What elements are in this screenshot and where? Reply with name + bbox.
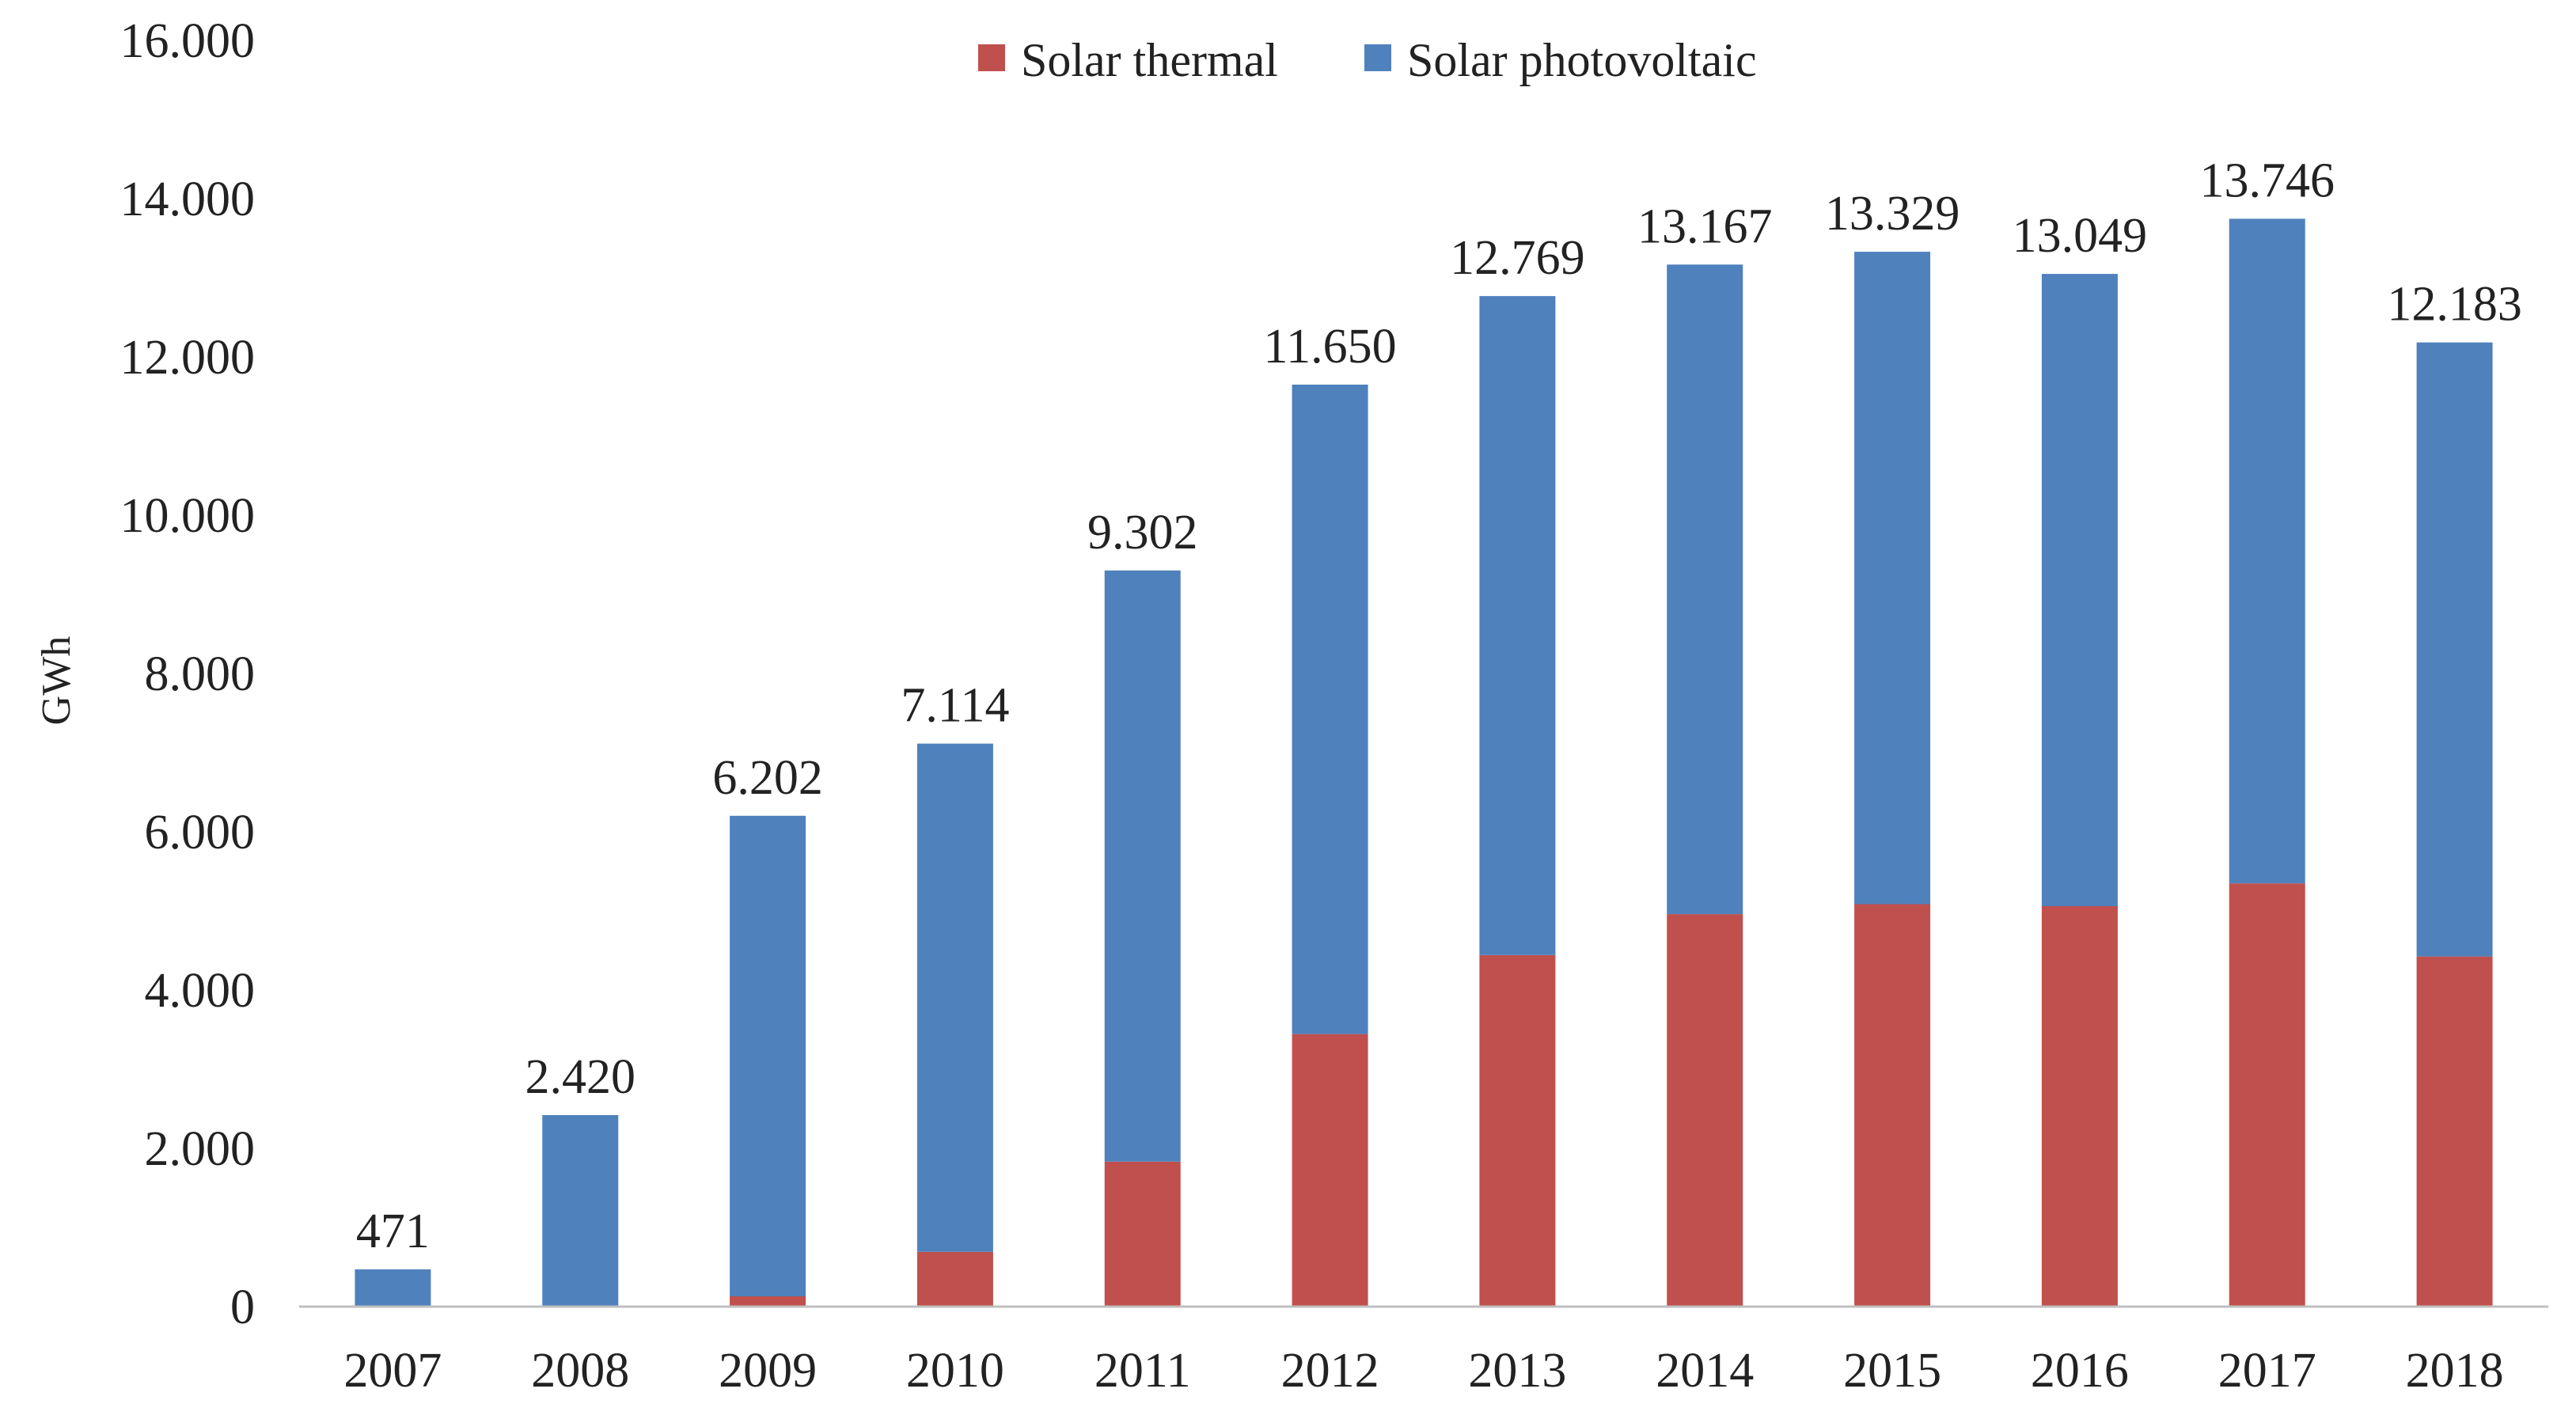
total-label-2012: 11.650 [1263,320,1396,374]
x-tick-label: 2014 [1656,1344,1754,1398]
bar-solar-thermal-2018 [2416,956,2493,1307]
total-label-2013: 12.769 [1450,231,1585,285]
y-axis-label: GWh [34,636,79,726]
x-tick-label: 2013 [1468,1344,1566,1398]
bar-solar-photovoltaic-2018 [2416,342,2493,957]
bar-solar-photovoltaic-2014 [1667,264,1743,915]
y-axis-ticks: 0 2.000 4.000 6.000 8.000 10.000 12.000 14.000 1… [120,14,256,1334]
y-tick-label: 16.000 [120,14,256,68]
data-labels: 471 2.420 6.202 7.114 9.302 11.650 12.769 13.16… [356,154,2522,1258]
bar-solar-photovoltaic-2009 [730,815,806,1296]
total-label-2007: 471 [356,1205,430,1258]
bar-solar-photovoltaic-2011 [1104,570,1181,1162]
bars [355,218,2493,1307]
x-tick-label: 2010 [906,1344,1004,1398]
y-tick-label: 0 [230,1281,255,1334]
y-tick-label: 14.000 [120,173,256,226]
y-tick-label: 6.000 [145,806,256,859]
total-label-2009: 6.202 [712,751,823,805]
x-tick-label: 2018 [2406,1344,2504,1398]
x-tick-label: 2008 [531,1344,629,1398]
x-tick-label: 2012 [1281,1344,1379,1398]
total-label-2015: 13.329 [1825,187,1960,241]
y-tick-label: 8.000 [145,647,256,701]
legend-swatch-solar-photovoltaic [1364,44,1391,71]
bar-solar-thermal-2011 [1104,1161,1181,1307]
x-axis-ticks: 2007 2008 2009 2010 2011 2012 2013 2014 2015 2016… [343,1344,2503,1398]
bar-solar-photovoltaic-2015 [1854,252,1931,905]
bar-solar-thermal-2012 [1292,1034,1368,1307]
legend-swatch-solar-thermal [978,44,1005,71]
total-label-2017: 13.746 [2200,154,2335,207]
bar-solar-photovoltaic-2012 [1292,385,1368,1034]
y-tick-label: 12.000 [120,331,256,385]
x-tick-label: 2011 [1095,1344,1191,1398]
bar-solar-photovoltaic-2013 [1479,296,1556,955]
bar-solar-thermal-2013 [1479,954,1556,1307]
bar-solar-thermal-2009 [730,1296,806,1307]
legend: Solar thermal Solar photovoltaic [978,34,1757,86]
total-label-2011: 9.302 [1087,506,1198,560]
total-label-2016: 13.049 [2013,209,2148,263]
bar-solar-thermal-2015 [1854,904,1931,1307]
total-label-2008: 2.420 [525,1050,636,1104]
bar-solar-photovoltaic-2010 [916,743,993,1252]
bar-solar-thermal-2014 [1667,914,1743,1307]
y-tick-label: 4.000 [145,964,256,1018]
total-label-2014: 13.167 [1637,199,1773,253]
y-tick-label: 2.000 [145,1122,256,1176]
bar-solar-photovoltaic-2007 [355,1269,431,1307]
legend-label-solar-photovoltaic: Solar photovoltaic [1407,34,1757,86]
total-label-2018: 12.183 [2387,278,2522,332]
y-tick-label: 10.000 [120,489,256,543]
bar-solar-photovoltaic-2017 [2229,218,2305,884]
total-label-2010: 7.114 [901,679,1009,733]
bar-solar-photovoltaic-2008 [542,1115,619,1307]
bar-solar-thermal-2017 [2229,883,2305,1307]
bar-solar-thermal-2016 [2041,906,2118,1307]
x-tick-label: 2007 [343,1344,442,1398]
legend-label-solar-thermal: Solar thermal [1021,34,1278,86]
x-tick-label: 2015 [1843,1344,1941,1398]
x-tick-label: 2016 [2031,1344,2129,1398]
bar-solar-photovoltaic-2016 [2041,274,2118,907]
bar-solar-thermal-2010 [916,1251,993,1307]
x-tick-label: 2017 [2218,1344,2316,1398]
x-tick-label: 2009 [719,1344,817,1398]
